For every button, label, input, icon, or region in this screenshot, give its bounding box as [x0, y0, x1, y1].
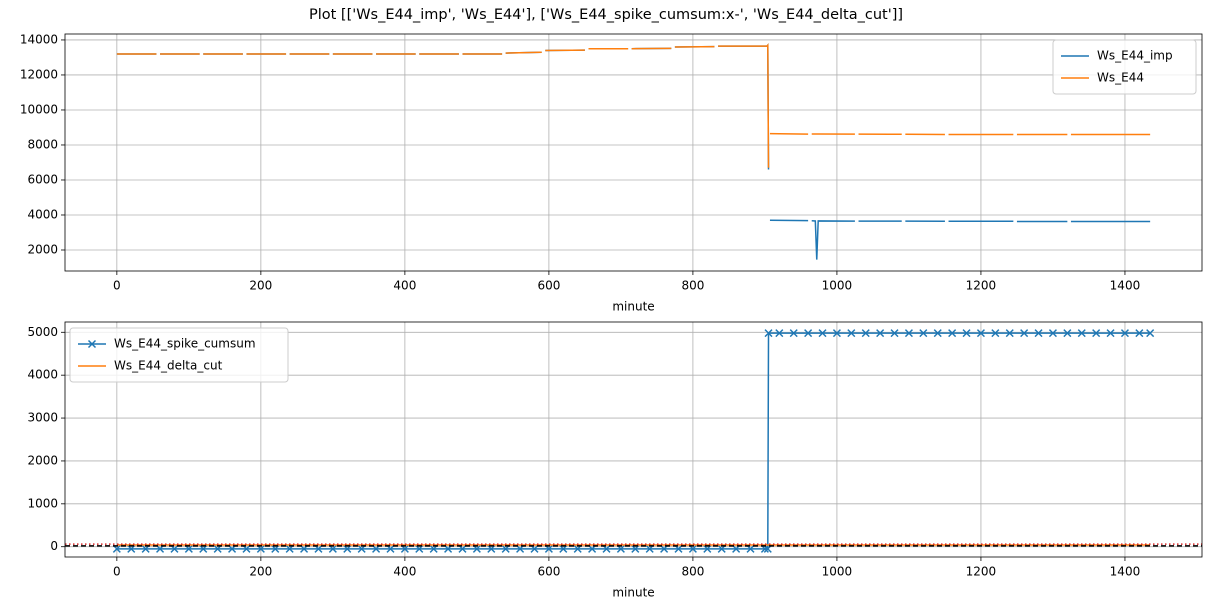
x-tick-label: 1400: [1110, 565, 1141, 579]
marker: [832, 329, 841, 338]
axes-frame: [64, 321, 1203, 558]
x-tick-label: 800: [681, 279, 704, 293]
y-tick-label: 14000: [20, 32, 58, 46]
marker: [948, 329, 957, 338]
x-tick-label: 1400: [1110, 279, 1141, 293]
x-axis-label: minute: [612, 586, 654, 600]
y-tick-label: 12000: [20, 67, 58, 81]
figure-title: Plot [['Ws_E44_imp', 'Ws_E44'], ['Ws_E44…: [309, 7, 903, 23]
marker: [904, 329, 913, 338]
marker: [847, 329, 856, 338]
marker: [1063, 329, 1072, 338]
marker: [1005, 329, 1014, 338]
marker: [991, 329, 1000, 338]
marker: [933, 329, 942, 338]
legend-label: Ws_E44_imp: [1097, 49, 1173, 63]
legend-label: Ws_E44: [1097, 71, 1144, 85]
marker: [1092, 329, 1101, 338]
y-tick-label: 8000: [27, 137, 58, 151]
x-tick-label: 400: [393, 279, 416, 293]
x-tick-label: 400: [393, 565, 416, 579]
marker: [1077, 329, 1086, 338]
y-tick-label: 1000: [27, 496, 58, 510]
x-tick-label: 0: [113, 279, 121, 293]
legend-marker: [87, 339, 97, 349]
legend-box: [69, 327, 289, 383]
y-tick-label: 10000: [20, 102, 58, 116]
y-tick-label: 0: [50, 539, 58, 553]
marker: [1135, 329, 1144, 338]
plot-area: [65, 322, 1202, 557]
x-tick-label: 1200: [966, 279, 997, 293]
marker: [890, 329, 899, 338]
marker: [976, 329, 985, 338]
marker: [1034, 329, 1043, 338]
marker: [1120, 329, 1129, 338]
marker: [1146, 329, 1155, 338]
x-tick-label: 600: [537, 279, 560, 293]
marker: [1048, 329, 1057, 338]
y-tick-label: 2000: [27, 453, 58, 467]
marker: [764, 329, 773, 338]
marker: [861, 329, 870, 338]
series-line: [116, 43, 1151, 168]
x-tick-label: 0: [113, 565, 121, 579]
marker: [804, 329, 813, 338]
series-line: [116, 43, 1151, 260]
marker: [1020, 329, 1029, 338]
marker: [876, 329, 885, 338]
x-tick-label: 600: [537, 565, 560, 579]
x-tick-label: 1200: [966, 565, 997, 579]
y-tick-label: 2000: [27, 242, 58, 256]
marker: [962, 329, 971, 338]
y-tick-label: 6000: [27, 172, 58, 186]
y-tick-label: 3000: [27, 411, 58, 425]
x-tick-label: 1000: [822, 565, 853, 579]
x-tick-label: 1000: [822, 279, 853, 293]
x-axis-label: minute: [612, 300, 654, 314]
legend-box: [1052, 39, 1197, 95]
marker: [775, 329, 784, 338]
marker: [789, 329, 798, 338]
marker: [1106, 329, 1115, 338]
y-tick-label: 4000: [27, 368, 58, 382]
y-tick-label: 4000: [27, 207, 58, 221]
y-tick-label: 5000: [27, 325, 58, 339]
marker: [919, 329, 928, 338]
legend: Ws_E44_imp Ws_E44: [1052, 39, 1197, 95]
axes-frame: [64, 33, 1203, 272]
x-tick-label: 800: [681, 565, 704, 579]
marker: [818, 329, 827, 338]
x-tick-label: 200: [249, 565, 272, 579]
x-tick-label: 200: [249, 279, 272, 293]
plot-area: [65, 34, 1202, 271]
legend-label: Ws_E44_spike_cumsum: [114, 337, 256, 351]
legend-label: Ws_E44_delta_cut: [114, 359, 223, 373]
legend: Ws_E44_spike_cumsum Ws_E44_delta_cut: [69, 327, 289, 383]
